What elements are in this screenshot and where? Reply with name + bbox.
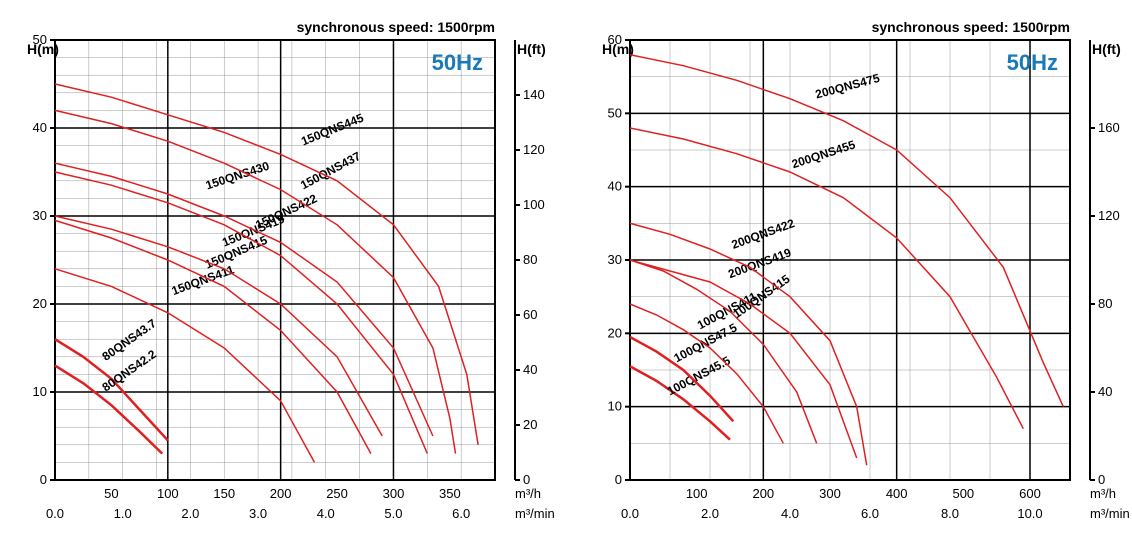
left-chart: synchronous speed: 1500rpm 50Hz 0 10 20 30 40 5…	[10, 10, 565, 550]
x2-axis-label: m³/h	[515, 486, 541, 501]
x-tick-label: 1.0	[114, 506, 132, 521]
x2-tick-label: 600	[1019, 486, 1041, 501]
y2-tick-label: 20	[523, 417, 537, 432]
x-tick-label: 4.0	[317, 506, 335, 521]
y2-tick-label: 80	[523, 252, 537, 267]
x-tick-label: 0.0	[46, 506, 64, 521]
frequency-label: 50Hz	[432, 50, 483, 75]
frequency-label: 50Hz	[1007, 50, 1058, 75]
x-tick-label: 10.0	[1017, 506, 1042, 521]
y-tick-label: 40	[608, 179, 622, 194]
x2-tick-label: 300	[819, 486, 841, 501]
y-tick-label: 20	[33, 296, 47, 311]
y2-tick-label: 40	[1098, 384, 1112, 399]
x-tick-label: 0.0	[621, 506, 639, 521]
x-tick-label: 8.0	[941, 506, 959, 521]
x-axis-label: m³/min	[515, 506, 555, 521]
y-tick-label: 40	[33, 120, 47, 135]
y-tick-label: 10	[33, 384, 47, 399]
y2-tick-label: 120	[1098, 208, 1120, 223]
y-tick-label: 20	[608, 325, 622, 340]
x-tick-label: 4.0	[781, 506, 799, 521]
y-tick-label: 50	[608, 105, 622, 120]
x2-tick-label: 100	[686, 486, 708, 501]
x2-tick-label: 200	[752, 486, 774, 501]
y-axis-label-left: H(m)	[27, 41, 59, 57]
y-tick-label: 0	[40, 472, 47, 487]
y2-tick-label: 100	[523, 197, 545, 212]
chart-title: synchronous speed: 1500rpm	[872, 19, 1070, 35]
y2-tick-label: 120	[523, 142, 545, 157]
y2-tick-label: 160	[1098, 120, 1120, 135]
x-tick-label: 5.0	[384, 506, 402, 521]
x2-tick-label: 500	[952, 486, 974, 501]
y2-tick-label: 40	[523, 362, 537, 377]
right-chart-svg: synchronous speed: 1500rpm 50Hz 0 10 20 30 40 5…	[585, 10, 1132, 550]
x2-tick-label: 350	[439, 486, 461, 501]
x2-tick-label: 400	[886, 486, 908, 501]
x2-tick-label: 100	[157, 486, 179, 501]
x2-tick-label: 300	[383, 486, 405, 501]
left-chart-svg: synchronous speed: 1500rpm 50Hz 0 10 20 30 40 5…	[10, 10, 565, 550]
x2-tick-label: 50	[104, 486, 118, 501]
y-tick-label: 0	[615, 472, 622, 487]
right-chart: synchronous speed: 1500rpm 50Hz 0 10 20 30 40 5…	[585, 10, 1132, 550]
chart-title: synchronous speed: 1500rpm	[297, 19, 495, 35]
x-axis-label: m³/min	[1090, 506, 1130, 521]
y2-tick-label: 0	[523, 472, 530, 487]
y-axis-label-right: H(ft)	[1092, 41, 1121, 57]
x-tick-label: 2.0	[701, 506, 719, 521]
x2-tick-label: 250	[326, 486, 348, 501]
y2-tick-label: 140	[523, 87, 545, 102]
y-tick-label: 30	[608, 252, 622, 267]
x2-axis-label: m³/h	[1090, 486, 1116, 501]
y-axis-label-right: H(ft)	[517, 41, 546, 57]
x2-tick-label: 200	[270, 486, 292, 501]
y2-tick-label: 0	[1098, 472, 1105, 487]
y2-tick-label: 60	[523, 307, 537, 322]
x2-tick-label: 150	[213, 486, 235, 501]
y-tick-label: 30	[33, 208, 47, 223]
y2-tick-label: 80	[1098, 296, 1112, 311]
y-tick-label: 10	[608, 399, 622, 414]
x-tick-label: 2.0	[181, 506, 199, 521]
x-tick-label: 6.0	[861, 506, 879, 521]
x-tick-label: 6.0	[452, 506, 470, 521]
x-tick-label: 3.0	[249, 506, 267, 521]
y-axis-label-left: H(m)	[602, 41, 634, 57]
